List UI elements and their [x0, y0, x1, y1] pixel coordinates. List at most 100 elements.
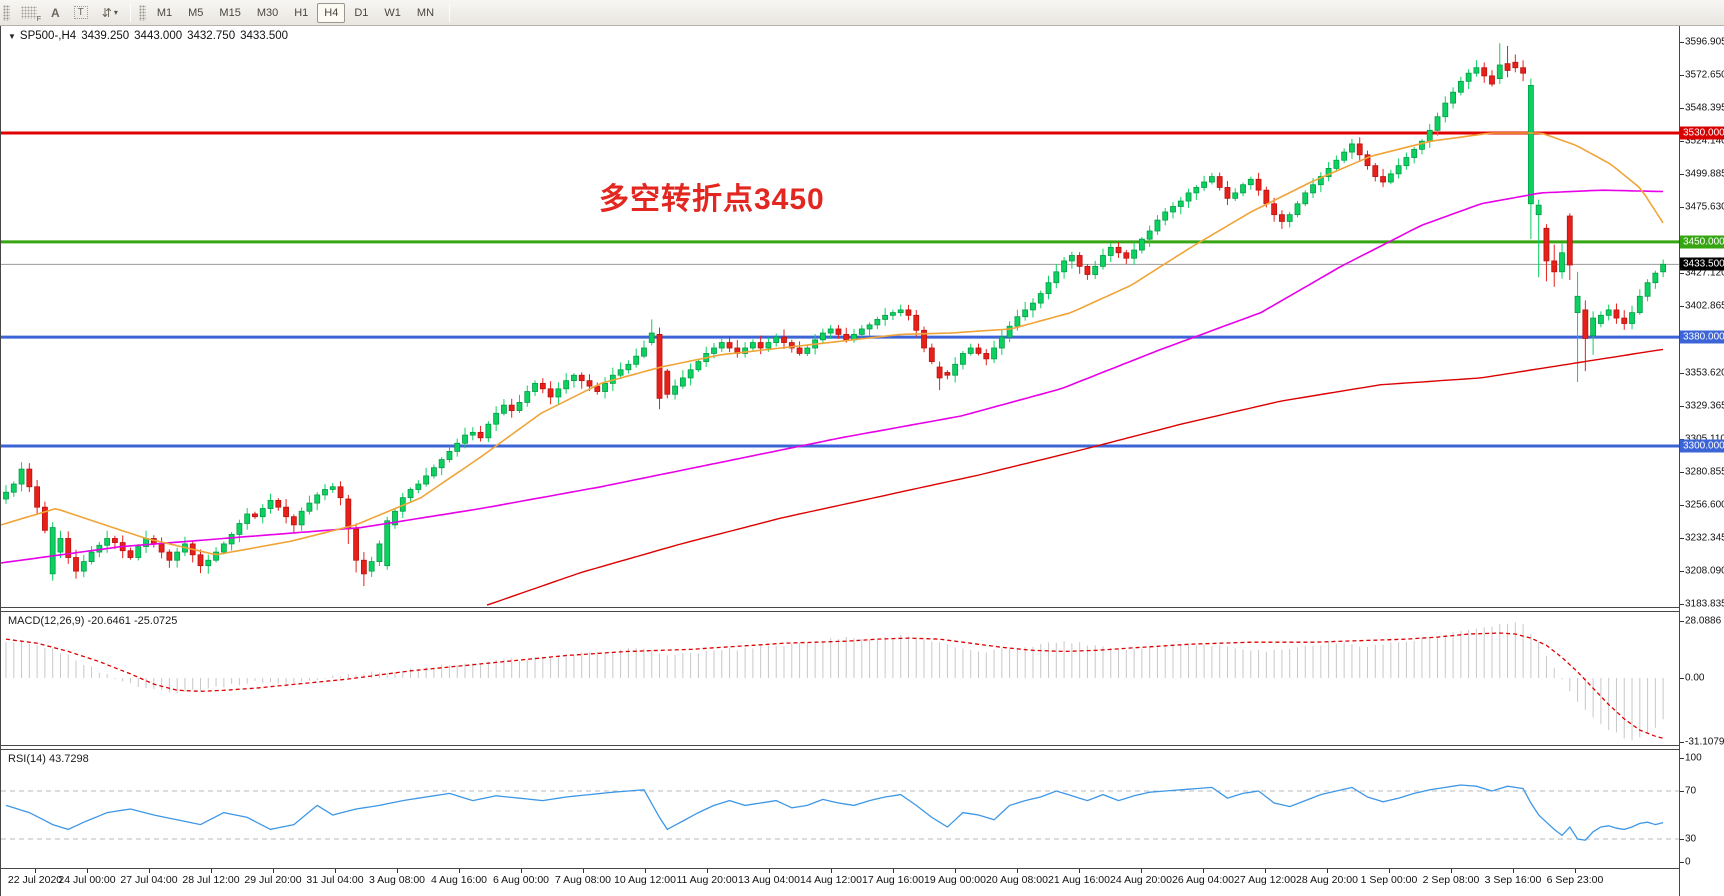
- macd-header: MACD(12,26,9) -20.6461 -25.0725: [8, 615, 178, 627]
- price-level-badge: 3450.000: [1680, 235, 1724, 249]
- text-box-tool-button[interactable]: T: [67, 3, 95, 23]
- axis-tick-mark: [1680, 758, 1684, 759]
- price-panel[interactable]: ▼ SP500-,H4 3439.250 3443.000 3432.750 3433.5…: [1, 26, 1679, 607]
- panel-splitter[interactable]: [1, 607, 1679, 612]
- timeframe-button-d1[interactable]: D1: [354, 6, 369, 19]
- symbol-label: SP500-,H4: [19, 30, 77, 42]
- toolbar-separator: [129, 3, 131, 22]
- axis-tick-mark: [1680, 373, 1684, 374]
- axis-tick-label: 3402.865: [1685, 300, 1724, 312]
- letter-a-icon: A: [51, 5, 60, 20]
- axis-tick-label: 3329.365: [1685, 400, 1724, 412]
- timeframe-button-m15[interactable]: M15: [219, 6, 241, 19]
- letter-t-icon: T: [73, 6, 88, 19]
- axis-tick-label: 3256.600: [1685, 499, 1724, 511]
- time-tick-mark: [1079, 869, 1080, 873]
- time-tick-mark: [397, 869, 398, 873]
- time-tick-mark: [769, 869, 770, 873]
- axis-tick-label: 3596.905: [1685, 36, 1724, 48]
- timeframe-button-m5[interactable]: M5: [188, 6, 204, 19]
- time-tick-label: 3 Sep 16:00: [1484, 874, 1542, 886]
- axis-tick-mark: [1680, 791, 1684, 792]
- axis-tick-mark: [1680, 505, 1684, 506]
- fibo-grid-tool-button[interactable]: F: [14, 3, 44, 23]
- axis-tick-mark: [1680, 538, 1684, 539]
- time-tick-label: 21 Aug 16:00: [1048, 874, 1110, 886]
- toolbar-grip[interactable]: [138, 4, 146, 21]
- time-tick-label: 27 Jul 04:00: [120, 874, 178, 886]
- axis-tick-label: 3208.090: [1685, 565, 1724, 577]
- time-tick-label: 28 Jul 12:00: [182, 874, 240, 886]
- chart-menu-icon[interactable]: ▼: [8, 32, 16, 41]
- time-axis[interactable]: 22 Jul 2020 24 Jul 00:00 27 Jul 04:00 28 Ju…: [1, 868, 1679, 896]
- timeframe-button-h4[interactable]: H4: [317, 2, 346, 23]
- fibo-grid-icon: F: [21, 6, 41, 23]
- macd-chart[interactable]: [1, 612, 1679, 745]
- axis-tick-label: 3353.620: [1685, 367, 1724, 379]
- axis-tick-label: 3280.855: [1685, 466, 1724, 478]
- toolbar: F A T ⇵ ▾ M1 M5 M15 M30 H1 H4 D1 W1 MN: [0, 0, 1724, 26]
- arrows-tool-button[interactable]: ⇵ ▾: [95, 3, 125, 23]
- panel-splitter[interactable]: [1, 745, 1679, 750]
- open-value: 3439.250: [81, 30, 130, 42]
- arrows-icon: ⇵: [101, 5, 112, 20]
- close-value: 3433.500: [240, 30, 289, 42]
- chevron-down-icon[interactable]: ▾: [113, 8, 118, 17]
- axis-tick-mark: [1680, 604, 1684, 605]
- axis-tick-mark: [1680, 472, 1684, 473]
- time-tick-mark: [1389, 869, 1390, 873]
- axis-border: [1679, 26, 1680, 896]
- time-tick-label: 26 Aug 04:00: [1172, 874, 1234, 886]
- axis-tick-label: 3524.140: [1685, 135, 1724, 147]
- toolbar-grip[interactable]: [3, 4, 10, 21]
- axis-tick-label: 3305.110: [1685, 434, 1724, 445]
- axis-tick-label: 3548.395: [1685, 102, 1724, 114]
- time-tick-label: 27 Aug 12:00: [1234, 874, 1296, 886]
- price-axis: 3596.905 3572.650 3548.395 3524.140 3499.885…: [1680, 26, 1724, 610]
- time-tick-mark: [893, 869, 894, 873]
- macd-panel[interactable]: MACD(12,26,9) -20.6461 -25.0725: [1, 612, 1679, 745]
- time-tick-mark: [1575, 869, 1576, 873]
- time-tick-mark: [1141, 869, 1142, 873]
- timeframe-button-w1[interactable]: W1: [384, 6, 401, 19]
- axis-tick-mark: [1680, 42, 1684, 43]
- toolbar-separator: [449, 3, 451, 22]
- time-tick-mark: [1017, 869, 1018, 873]
- time-tick-mark: [211, 869, 212, 873]
- time-tick-label: 2 Sep 08:00: [1422, 874, 1480, 886]
- time-tick-label: 24 Aug 20:00: [1110, 874, 1172, 886]
- timeframe-button-h1[interactable]: H1: [294, 6, 309, 19]
- axis-tick-mark: [1680, 174, 1684, 175]
- rsi-chart[interactable]: [1, 750, 1679, 868]
- text-label-tool-button[interactable]: A: [44, 3, 67, 23]
- low-value: 3432.750: [187, 30, 236, 42]
- time-tick-label: 20 Aug 08:00: [986, 874, 1048, 886]
- time-tick-label: 22 Jul 2020: [7, 874, 63, 886]
- time-tick-label: 19 Aug 00:00: [924, 874, 986, 886]
- rsi-panel[interactable]: RSI(14) 43.7298: [1, 750, 1679, 868]
- timeframe-button-mn[interactable]: MN: [416, 6, 435, 19]
- axis-tick-label: 30: [1685, 833, 1697, 845]
- time-tick-label: 11 Aug 20:00: [676, 874, 738, 886]
- time-tick-mark: [1203, 869, 1204, 873]
- time-tick-label: 1 Sep 00:00: [1360, 874, 1418, 886]
- chart-area: ▼ SP500-,H4 3439.250 3443.000 3432.750 3433.5…: [0, 26, 1724, 896]
- time-tick-mark: [87, 869, 88, 873]
- axis-tick-mark: [1680, 862, 1684, 863]
- chart-ohlc-header: ▼ SP500-,H4 3439.250 3443.000 3432.750 3433.5…: [8, 30, 288, 42]
- high-value: 3443.000: [134, 30, 183, 42]
- timeframe-button-m1[interactable]: M1: [156, 6, 173, 19]
- time-tick-label: 7 Aug 08:00: [554, 874, 612, 886]
- price-level-badge: 3433.500: [1680, 257, 1724, 271]
- time-tick-label: 28 Aug 20:00: [1296, 874, 1358, 886]
- time-tick-mark: [1513, 869, 1514, 873]
- timeframe-button-m30[interactable]: M30: [256, 6, 279, 19]
- time-tick-label: 31 Jul 04:00: [306, 874, 364, 886]
- axis-tick-mark: [1680, 620, 1684, 622]
- axis-tick-mark: [1680, 678, 1684, 679]
- axis-tick-label: 3183.835: [1685, 598, 1724, 610]
- time-tick-label: 4 Aug 16:00: [430, 874, 488, 886]
- candlestick-chart[interactable]: [1, 26, 1679, 607]
- time-tick-mark: [645, 869, 646, 873]
- time-tick-mark: [459, 869, 460, 873]
